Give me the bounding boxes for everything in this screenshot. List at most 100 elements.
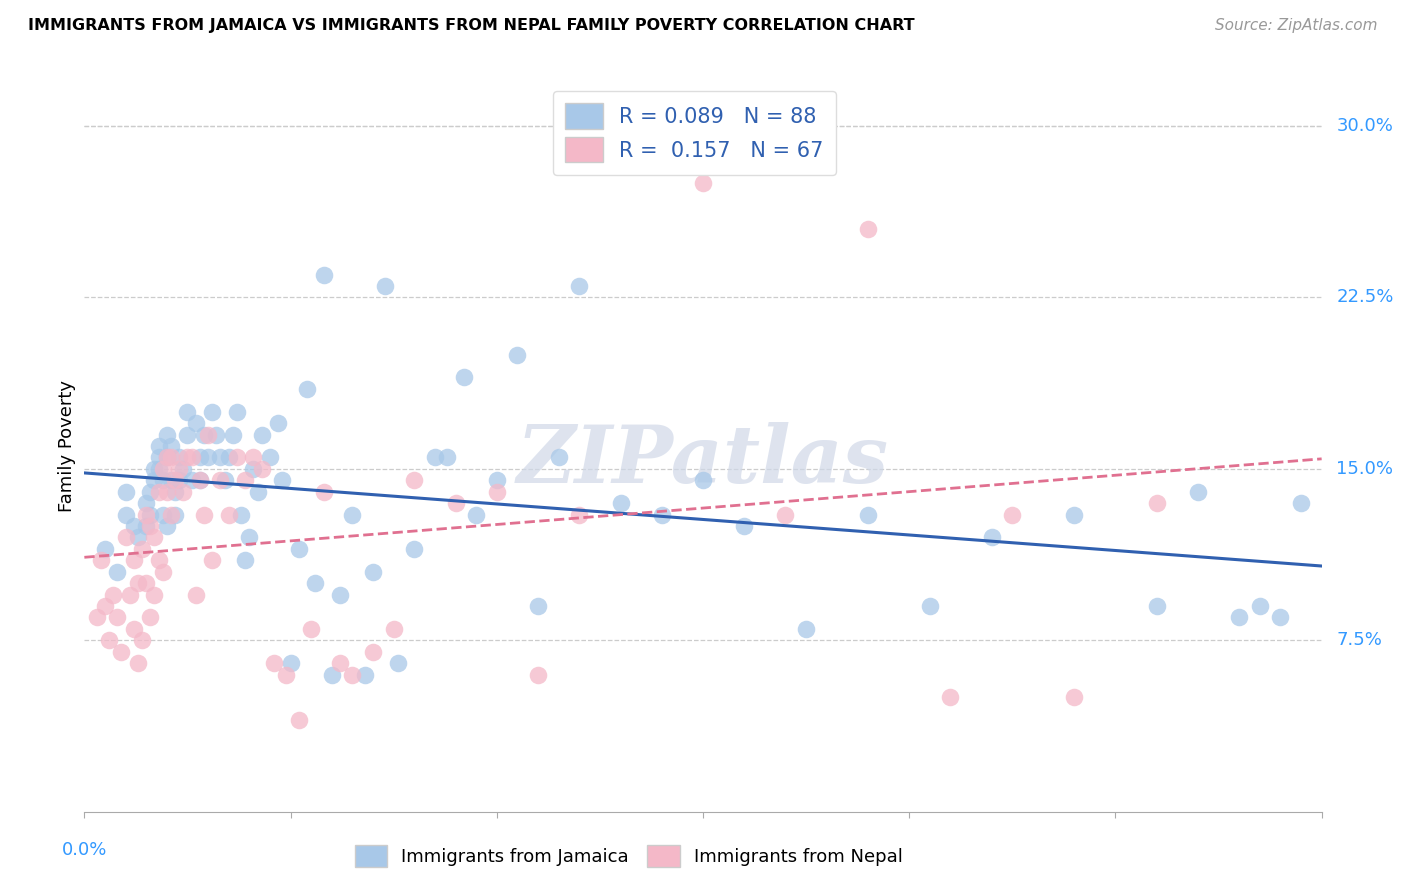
Point (135, 519, 157, 533)
Point (1001, 508, 1024, 522)
Point (156, 484, 179, 499)
Point (1270, 610, 1292, 624)
Point (856, 222, 879, 236)
Point (193, 508, 215, 522)
Point (288, 541, 311, 556)
Point (114, 484, 136, 499)
Point (568, 508, 591, 522)
Point (156, 427, 179, 442)
Point (131, 633, 153, 648)
Point (176, 405, 198, 419)
Point (1063, 508, 1085, 522)
Point (242, 462, 264, 476)
Text: 22.5%: 22.5% (1337, 288, 1393, 307)
Point (250, 427, 273, 442)
Point (148, 484, 170, 499)
Point (527, 599, 550, 613)
Point (423, 450, 446, 465)
Point (105, 565, 128, 579)
Point (1063, 690, 1085, 705)
Point (118, 588, 141, 602)
Point (135, 508, 157, 522)
Point (180, 450, 202, 465)
Point (156, 450, 179, 465)
Point (263, 656, 285, 670)
Point (485, 484, 508, 499)
Point (152, 473, 174, 487)
Point (568, 279, 591, 293)
Point (201, 553, 224, 567)
Point (312, 268, 335, 282)
Point (547, 450, 569, 465)
Point (295, 382, 318, 396)
Point (139, 610, 162, 624)
Point (692, 176, 714, 190)
Point (267, 416, 290, 430)
Point (148, 553, 170, 567)
Point (1187, 484, 1209, 499)
Point (506, 347, 529, 362)
Point (180, 473, 202, 487)
Point (939, 690, 962, 705)
Point (105, 610, 128, 624)
Point (226, 405, 249, 419)
Point (329, 588, 352, 602)
Point (135, 496, 157, 510)
Point (127, 576, 149, 591)
Point (246, 484, 269, 499)
Point (165, 508, 187, 522)
Point (143, 462, 166, 476)
Point (387, 656, 409, 670)
Point (205, 427, 228, 442)
Point (304, 576, 326, 591)
Point (114, 530, 136, 544)
Text: 7.5%: 7.5% (1337, 632, 1382, 649)
Text: 30.0%: 30.0% (1337, 117, 1393, 135)
Point (135, 576, 157, 591)
Point (229, 508, 252, 522)
Point (222, 427, 245, 442)
Point (167, 450, 190, 465)
Point (259, 450, 281, 465)
Point (197, 427, 219, 442)
Point (226, 450, 249, 465)
Point (209, 450, 232, 465)
Point (651, 508, 673, 522)
Point (1146, 599, 1168, 613)
Point (276, 667, 298, 681)
Point (288, 714, 311, 728)
Point (404, 541, 426, 556)
Point (176, 427, 198, 442)
Point (485, 473, 508, 487)
Point (218, 450, 240, 465)
Point (1146, 496, 1168, 510)
Point (209, 473, 232, 487)
Point (312, 484, 335, 499)
Point (353, 667, 375, 681)
Point (143, 588, 166, 602)
Point (197, 450, 219, 465)
Point (148, 439, 170, 453)
Point (188, 473, 211, 487)
Point (167, 462, 190, 476)
Point (94, 599, 117, 613)
Point (218, 508, 240, 522)
Point (172, 462, 194, 476)
Text: 0.0%: 0.0% (62, 841, 107, 859)
Point (122, 622, 145, 636)
Point (280, 656, 302, 670)
Point (980, 530, 1002, 544)
Point (156, 450, 179, 465)
Point (733, 519, 755, 533)
Point (242, 450, 264, 465)
Text: 15.0%: 15.0% (1337, 460, 1393, 478)
Point (152, 462, 174, 476)
Point (143, 473, 166, 487)
Point (127, 530, 149, 544)
Point (1249, 599, 1271, 613)
Legend: Immigrants from Jamaica, Immigrants from Nepal: Immigrants from Jamaica, Immigrants from… (346, 836, 912, 876)
Point (321, 667, 343, 681)
Point (90, 553, 112, 567)
Point (160, 439, 183, 453)
Point (176, 450, 198, 465)
